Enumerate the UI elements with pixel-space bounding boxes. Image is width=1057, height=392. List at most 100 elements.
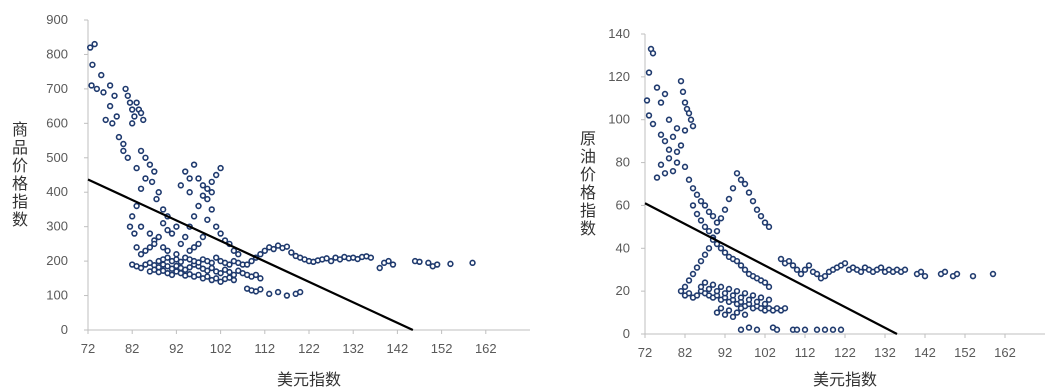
data-point [131,113,138,120]
data-point [146,244,154,251]
data-point [749,197,757,205]
data-point [270,245,277,253]
data-point [785,257,793,265]
data-point [199,182,207,189]
data-point [729,292,737,299]
data-point [252,271,260,279]
data-point [661,90,669,98]
data-point [204,195,211,203]
x-tick-label: 122 [298,341,320,356]
data-point [159,206,167,213]
data-point [142,175,149,182]
data-point [248,257,255,265]
data-point [745,189,753,196]
data-point [713,287,721,295]
data-point [649,120,657,128]
x-tick-label: 72 [638,345,652,360]
data-point [717,305,725,312]
data-point [111,92,118,99]
data-point [709,281,717,288]
data-point [673,148,681,156]
data-point [653,174,661,181]
data-point [689,270,697,278]
data-point [777,255,785,263]
x-tick-label: 82 [125,341,139,356]
data-point [164,247,171,254]
data-point [653,84,661,91]
data-point [208,259,215,267]
data-point [151,240,158,248]
data-point [151,168,158,175]
data-point [733,287,741,295]
data-point [87,44,94,51]
data-point [765,283,773,291]
data-point [327,257,335,265]
data-point [693,210,701,218]
data-point [781,305,789,312]
data-point [416,258,423,265]
data-point [685,176,693,183]
data-point [257,251,264,258]
y-tick-label: 700 [46,81,68,96]
data-point [721,311,729,318]
data-point [195,259,202,266]
data-point [741,311,749,318]
data-point [745,296,753,303]
data-point [737,294,745,301]
data-point [673,125,681,132]
data-point [120,147,127,155]
data-point [133,164,140,172]
data-point [261,247,268,254]
x-tick-label: 92 [718,345,732,360]
data-point [243,261,251,268]
x-tick-label: 112 [254,341,275,356]
data-point [100,89,107,96]
x-tick-label: 162 [994,345,1016,360]
data-point [793,266,801,273]
data-point [677,77,685,85]
data-point [953,270,961,278]
data-point [745,324,753,331]
y-tick-label: 80 [616,155,630,170]
data-point [367,254,375,261]
data-point [93,85,101,93]
data-point [133,202,140,210]
x-tick-label: 142 [914,345,936,360]
data-point [230,276,238,284]
data-point [665,155,673,162]
data-point [433,261,441,268]
x-tick-label: 122 [834,345,856,360]
data-point [164,226,171,234]
data-point [705,227,713,235]
data-point [721,249,729,256]
data-point [137,109,145,117]
data-point [323,255,330,262]
data-point [126,223,134,230]
data-point [109,120,116,127]
data-point [737,262,745,269]
data-point [195,175,202,182]
data-point [701,251,709,258]
x-tick-label: 72 [81,341,95,356]
data-point [204,273,211,280]
data-point [208,178,215,186]
data-point [941,268,949,276]
data-point [821,272,829,280]
data-point [469,259,476,267]
y-tick-label: 100 [608,112,630,127]
data-point [133,99,140,106]
data-point [230,247,238,254]
data-point [681,99,689,106]
y-tick-label: 120 [608,69,630,84]
data-point [669,133,677,141]
x-tick-label: 102 [754,345,776,360]
data-point [142,154,149,161]
data-point [693,191,701,198]
data-point [725,285,733,293]
data-point [283,243,291,250]
data-point [182,168,189,175]
data-point [681,163,689,171]
y-tick-label: 20 [616,283,630,298]
data-point [173,223,180,230]
data-point [164,254,171,261]
